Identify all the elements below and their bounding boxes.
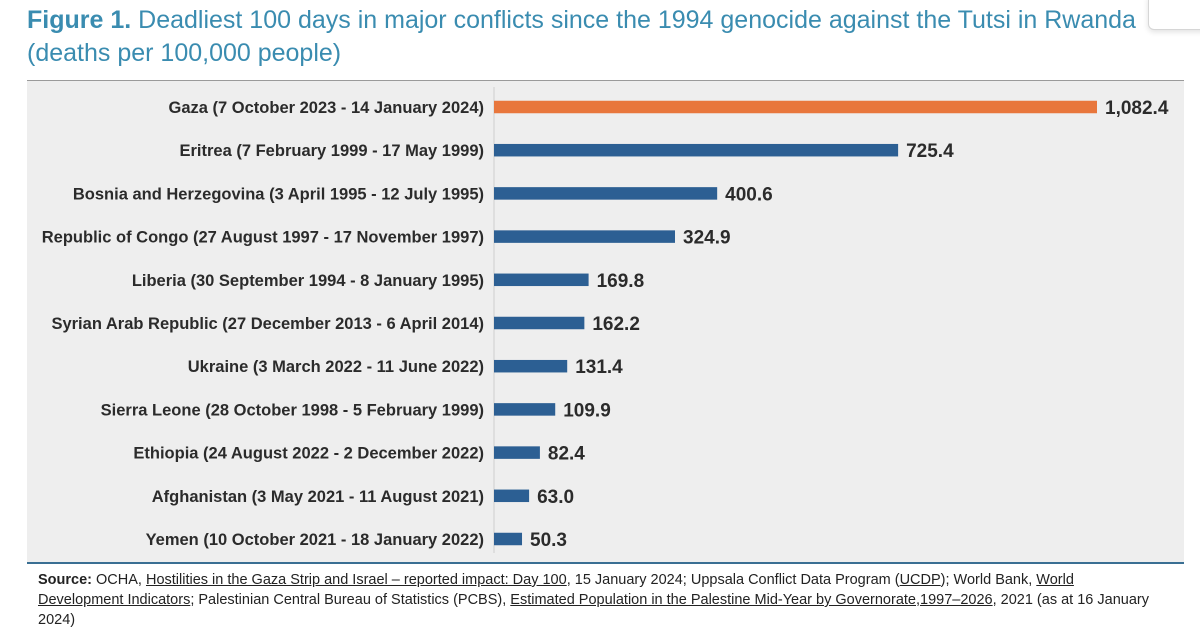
- category-label: Ukraine (3 March 2022 - 11 June 2022): [188, 358, 484, 376]
- value-label: 162.2: [592, 314, 640, 335]
- chart-bottom-rule: [27, 562, 1184, 564]
- bar: [494, 316, 585, 330]
- value-label: 50.3: [530, 530, 567, 551]
- source-label: Source:: [38, 572, 92, 588]
- value-label: 169.8: [597, 271, 645, 292]
- figure-title-text: Deadliest 100 days in major conflicts si…: [27, 6, 1136, 67]
- category-label: Sierra Leone (28 October 1998 - 5 Februa…: [101, 401, 484, 419]
- category-label: Gaza (7 October 2023 - 14 January 2024): [169, 99, 485, 117]
- bar-chart: Gaza (7 October 2023 - 14 January 2024) 1…: [42, 87, 1169, 553]
- bar: [494, 403, 556, 416]
- source-link[interactable]: Hostilities in the Gaza Strip and Israel…: [145, 572, 567, 588]
- source-link[interactable]: Estimated Population in the Palestine Mi…: [510, 592, 993, 608]
- bar: [494, 532, 523, 546]
- value-label: 109.9: [563, 400, 611, 421]
- value-label: 82.4: [548, 444, 585, 465]
- bar: [494, 100, 1097, 114]
- category-label: Afghanistan (3 May 2021 - 11 August 2021…: [152, 488, 484, 506]
- bar: [494, 273, 589, 287]
- value-label: 324.9: [683, 228, 731, 249]
- category-label: Yemen (10 October 2021 - 18 January 2022…: [146, 531, 484, 549]
- source-note: Source: OCHA, Hostilities in the Gaza St…: [38, 570, 1158, 630]
- source-text: OCHA,: [92, 572, 146, 588]
- value-label: 725.4: [906, 141, 954, 162]
- bar: [494, 187, 718, 200]
- chart-panel: Gaza (7 October 2023 - 14 January 2024) 1…: [27, 80, 1184, 563]
- figure-title: Figure 1. Deadliest 100 days in major co…: [27, 4, 1147, 70]
- bar: [494, 143, 899, 157]
- figure-label: Figure 1.: [27, 6, 132, 34]
- value-label: 1,082.4: [1105, 98, 1169, 119]
- value-label: 63.0: [537, 487, 574, 508]
- bar: [494, 489, 530, 503]
- source-text: ; Palestinian Central Bureau of Statisti…: [190, 592, 511, 608]
- category-label: Republic of Congo (27 August 1997 - 17 N…: [42, 229, 484, 247]
- source-link[interactable]: UCDP: [899, 572, 941, 588]
- category-label: Syrian Arab Republic (27 December 2013 -…: [51, 315, 484, 333]
- source-text: , 15 January 2024; Uppsala Conflict Data…: [566, 572, 900, 588]
- bar: [494, 359, 568, 373]
- bar: [494, 446, 540, 459]
- source-link[interactable]: World Development Indicators: [38, 572, 1074, 608]
- category-label: Ethiopia (24 August 2022 - 2 December 20…: [133, 445, 484, 463]
- overlay-card: [1148, 0, 1200, 30]
- category-label: Liberia (30 September 1994 - 8 January 1…: [132, 272, 484, 290]
- category-label: Bosnia and Herzegovina (3 April 1995 - 1…: [73, 185, 484, 203]
- value-label: 400.6: [725, 184, 773, 205]
- category-label: Eritrea (7 February 1999 - 17 May 1999): [179, 142, 484, 160]
- source-text: ); World Bank,: [940, 572, 1037, 588]
- value-label: 131.4: [575, 357, 623, 378]
- bar: [494, 230, 676, 243]
